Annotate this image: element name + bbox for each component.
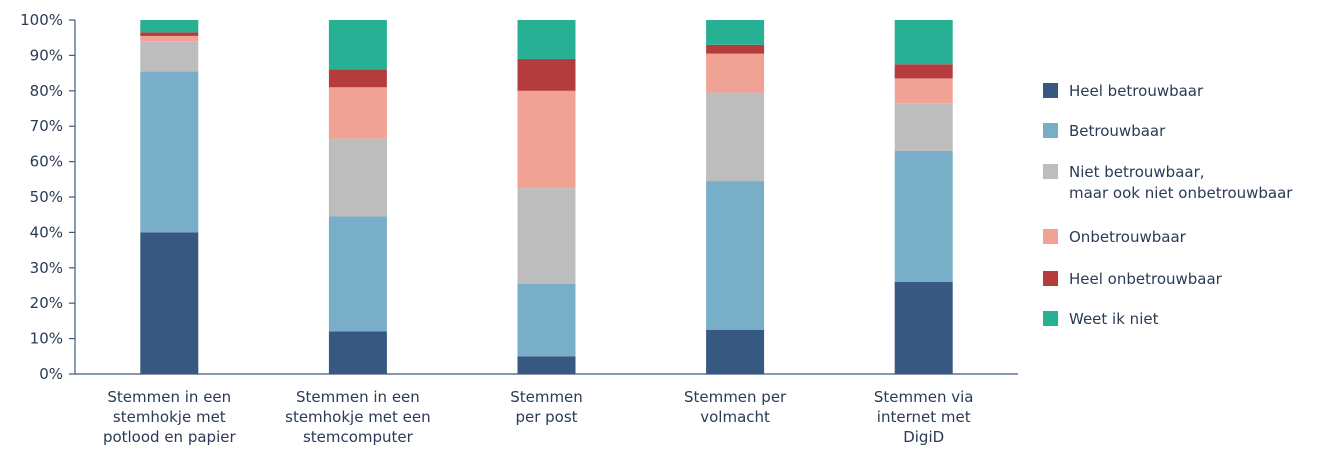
- bar-segment: [894, 20, 953, 65]
- y-axis: 0% 10% 20% 30% 40% 50% 60% 70% 80% 90% 100%: [20, 11, 76, 383]
- x-category-label: Stemmen in een: [107, 388, 231, 406]
- bar-segment: [894, 103, 953, 151]
- bar-segment: [894, 78, 953, 104]
- bar-segment: [140, 71, 199, 233]
- x-category-label: potlood en papier: [103, 428, 237, 446]
- x-category-label: Stemmen via: [874, 388, 974, 406]
- legend-label: maar ook niet onbetrouwbaar: [1069, 184, 1293, 202]
- x-category-label: stemcomputer: [303, 428, 414, 446]
- bar-segment: [706, 20, 765, 45]
- legend-swatch: [1043, 311, 1058, 326]
- x-category-label: stemhokje met een: [285, 408, 431, 426]
- bar-segment: [328, 331, 387, 374]
- x-category-label: per post: [515, 408, 577, 426]
- bar-segment: [706, 181, 765, 330]
- y-tick-label: 10%: [30, 330, 63, 348]
- bar-segment: [328, 87, 387, 139]
- bar-segment: [517, 58, 576, 91]
- y-tick-label: 80%: [30, 82, 63, 100]
- y-tick-label: 50%: [30, 188, 63, 206]
- bar-segment: [328, 138, 387, 217]
- bar-segment: [140, 20, 199, 33]
- legend-swatch: [1043, 164, 1058, 179]
- legend-swatch: [1043, 123, 1058, 138]
- legend-swatch: [1043, 83, 1058, 98]
- x-category-label: Stemmen per: [684, 388, 787, 406]
- bar-segment: [517, 283, 576, 357]
- x-category-label: Stemmen: [510, 388, 583, 406]
- legend-label: Heel onbetrouwbaar: [1069, 270, 1223, 288]
- bar-segment: [517, 90, 576, 189]
- y-tick-label: 70%: [30, 117, 63, 135]
- bar-segment: [140, 232, 199, 374]
- x-category-label: DigiD: [903, 428, 944, 446]
- legend-label: Niet betrouwbaar,: [1069, 163, 1205, 181]
- y-tick-label: 40%: [30, 223, 63, 241]
- y-tick-label: 100%: [20, 11, 63, 29]
- y-tick-label: 60%: [30, 153, 63, 171]
- bar-segment: [706, 53, 765, 93]
- bar-segment: [894, 281, 953, 374]
- y-tick-label: 30%: [30, 259, 63, 277]
- bar-segment: [328, 216, 387, 332]
- bar-segment: [894, 64, 953, 79]
- x-category-label: stemhokje met: [113, 408, 226, 426]
- legend-label: Onbetrouwbaar: [1069, 228, 1187, 246]
- legend-label: Weet ik niet: [1069, 310, 1159, 328]
- bar-segment: [894, 150, 953, 282]
- bar-segment: [328, 69, 387, 88]
- y-tick-label: 0%: [39, 365, 63, 383]
- x-category-label: Stemmen in een: [296, 388, 420, 406]
- bar-segment: [706, 329, 765, 374]
- bar-segment: [706, 44, 765, 54]
- x-category-label: internet met: [877, 408, 971, 426]
- bar-segment: [517, 356, 576, 374]
- x-category-label: volmacht: [700, 408, 770, 426]
- bar-segment: [706, 92, 765, 182]
- x-axis: Stemmen in een stemhokje met potlood en pa…: [75, 373, 1018, 446]
- bar-segment: [140, 41, 199, 72]
- y-tick-label: 90%: [30, 46, 63, 64]
- legend: Heel betrouwbaar Betrouwbaar Niet betrouwb…: [1043, 82, 1293, 328]
- legend-label: Heel betrouwbaar: [1069, 82, 1204, 100]
- bar-segment: [328, 20, 387, 70]
- legend-swatch: [1043, 229, 1058, 244]
- legend-label: Betrouwbaar: [1069, 122, 1166, 140]
- y-tick-label: 20%: [30, 294, 63, 312]
- bar-segment: [517, 188, 576, 284]
- legend-swatch: [1043, 271, 1058, 286]
- bar-segment: [140, 35, 199, 42]
- bar-segment: [140, 32, 199, 36]
- bars: [140, 20, 953, 374]
- bar-segment: [517, 20, 576, 59]
